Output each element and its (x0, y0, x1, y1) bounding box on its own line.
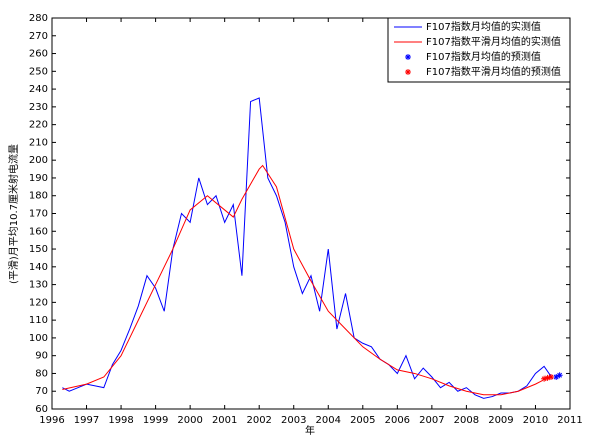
y-tick-label: 140 (29, 262, 48, 273)
y-tick-label: 110 (29, 315, 48, 326)
legend-label: F107指数平滑月均值的预测值 (426, 65, 561, 78)
y-tick-label: 190 (29, 173, 48, 184)
x-tick-label: 1996 (39, 415, 64, 426)
x-tick-label: 2001 (212, 415, 237, 426)
y-tick-label: 100 (29, 333, 48, 344)
x-tick-label: 2008 (454, 415, 479, 426)
series-line (62, 164, 543, 396)
x-tick-label: 2011 (557, 415, 582, 426)
y-tick-label: 90 (35, 351, 48, 362)
y-tick-label: 280 (29, 13, 48, 24)
x-tick-label: 2004 (316, 415, 341, 426)
x-tick-label: 1998 (108, 415, 133, 426)
series-marker (541, 375, 548, 382)
x-tick-label: 2009 (488, 415, 513, 426)
y-tick-label: 120 (29, 297, 48, 308)
legend-marker (405, 69, 411, 75)
series-marker (544, 374, 551, 381)
y-tick-label: 250 (29, 66, 48, 77)
y-tick-label: 160 (29, 226, 48, 237)
y-tick-label: 220 (29, 120, 48, 131)
legend-box (387, 17, 571, 83)
legend-marker (405, 54, 411, 60)
y-tick-label: 210 (29, 137, 48, 148)
y-tick-label: 80 (35, 368, 48, 379)
x-tick-label: 2000 (177, 415, 202, 426)
series-marker (553, 374, 560, 381)
series-line (62, 97, 554, 399)
y-axis-label: (平滑)月平均10.7厘米射电流量 (7, 144, 20, 284)
x-tick-label: 2007 (419, 415, 444, 426)
y-tick-label: 170 (29, 209, 48, 220)
x-tick-label: 1997 (74, 415, 99, 426)
plot-area (51, 17, 571, 410)
x-tick-label: 1999 (143, 415, 168, 426)
x-tick-label: 2003 (281, 415, 306, 426)
y-tick-label: 130 (29, 280, 48, 291)
y-tick-label: 70 (35, 386, 48, 397)
x-axis-label: 年 (305, 424, 315, 437)
x-tick-label: 2002 (246, 415, 271, 426)
y-tick-label: 230 (29, 102, 48, 113)
y-tick-label: 270 (29, 31, 48, 42)
y-tick-label: 260 (29, 49, 48, 60)
legend-label: F107指数月均值的预测值 (426, 50, 541, 63)
series-marker (556, 372, 563, 379)
x-tick-label: 2006 (385, 415, 410, 426)
y-tick-label: 240 (29, 84, 48, 95)
legend-label: F107指数月均值的实测值 (426, 20, 541, 33)
y-tick-label: 150 (29, 244, 48, 255)
x-tick-label: 2010 (523, 415, 548, 426)
y-tick-label: 200 (29, 155, 48, 166)
legend-label: F107指数平滑月均值的实测值 (426, 35, 561, 48)
x-tick-label: 2005 (350, 415, 375, 426)
y-tick-label: 180 (29, 191, 48, 202)
y-tick-label: 60 (35, 404, 48, 415)
series-marker (548, 374, 555, 381)
